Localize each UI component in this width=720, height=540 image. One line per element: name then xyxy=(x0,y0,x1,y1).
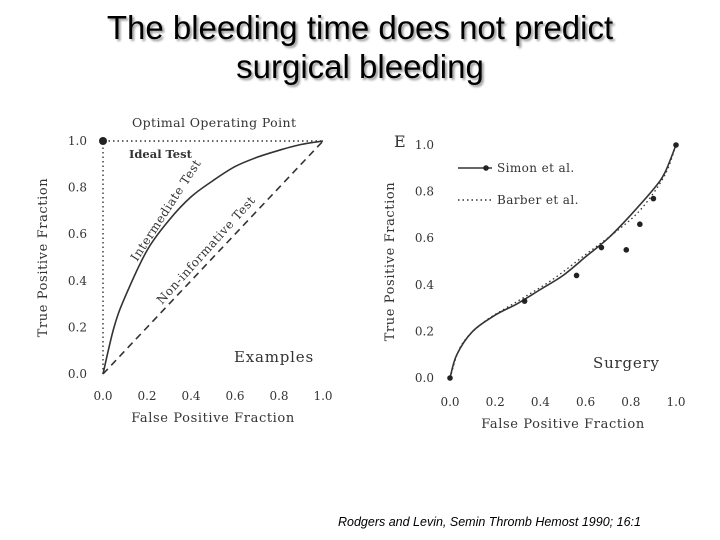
cleft-y-tick-label: 0.8 xyxy=(68,181,87,195)
cleft-x-tick-label: 0.0 xyxy=(93,389,112,403)
slide-title-line-1: The bleeding time does not predict xyxy=(106,9,614,46)
cleft-y-axis-label: True Positive Fraction xyxy=(36,178,51,338)
cleft-y-tick-label: 1.0 xyxy=(68,134,87,148)
annotation-ideal-test: Ideal Test xyxy=(129,147,193,161)
annotation-optimal-operating-point: Optimal Operating Point xyxy=(132,115,296,130)
cleft-y-tick-label: 0.2 xyxy=(68,320,87,334)
cleft-y-tick-label: 0.4 xyxy=(68,274,87,288)
chart-title-examples: Examples xyxy=(234,348,314,366)
series-intermediate-test xyxy=(102,140,324,375)
series-ideal-test xyxy=(102,140,323,374)
cleft-x-axis-label: False Positive Fraction xyxy=(131,411,295,426)
cleft-x-tick-label: 0.2 xyxy=(137,389,156,403)
slide-title: The bleeding time does not predict surgi… xyxy=(0,8,720,86)
cleft-y-tick-label: 0.6 xyxy=(68,227,87,241)
slide-title-line-2: surgical bleeding xyxy=(236,48,484,85)
series-non-informative-test xyxy=(102,140,324,375)
cleft-x-tick-label: 0.4 xyxy=(181,389,200,403)
annotation-intermediate-test: Intermediate Test xyxy=(128,157,204,264)
cleft-y-tick-label: 0.0 xyxy=(68,367,87,381)
optimal-operating-point-marker xyxy=(99,137,107,145)
citation: Rodgers and Levin, Semin Thromb Hemost 1… xyxy=(338,515,641,529)
cleft-x-tick-label: 1.0 xyxy=(313,389,332,403)
cleft-x-tick-label: 0.8 xyxy=(269,389,288,403)
cleft-x-tick-label: 0.6 xyxy=(225,389,244,403)
